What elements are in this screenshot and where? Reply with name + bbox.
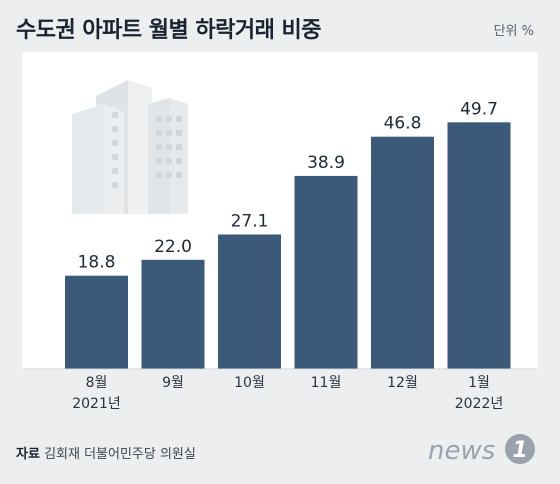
value-label-1: 18.8 <box>78 253 116 273</box>
value-label-5: 46.8 <box>384 114 422 134</box>
x-year-label-1: 2021년 <box>72 396 121 412</box>
x-tick-label-3: 10월 <box>234 375 265 391</box>
logo-mark: 1 <box>512 438 527 463</box>
x-tick-label-4: 11월 <box>311 375 342 391</box>
value-labels-group: 18.8 22.0 27.1 38.9 46.8 49.7 <box>78 99 498 272</box>
value-label-6: 49.7 <box>460 99 498 119</box>
logo-circle-icon <box>505 434 535 464</box>
bar-4 <box>294 175 358 369</box>
page-title: 수도권 아파트 월별 하락거래 비중 <box>16 18 322 43</box>
unit-label: 단위 % <box>493 24 534 39</box>
bar-1 <box>65 275 128 369</box>
x-tick-label-5: 12월 <box>387 375 418 391</box>
bar-5 <box>371 136 434 369</box>
x-year-label-6: 2022년 <box>455 396 504 412</box>
x-labels-group: 8월 2021년 9월 10월 11월 12월 1월 2022년 <box>72 375 503 412</box>
bar-3 <box>218 234 281 369</box>
bars-group <box>65 122 511 369</box>
bar-2 <box>141 259 205 369</box>
x-tick-label-1: 8월 <box>86 375 108 391</box>
x-tick-label-2: 9월 <box>162 375 184 391</box>
value-label-2: 22.0 <box>154 237 192 257</box>
bar-6 <box>447 122 511 369</box>
value-label-4: 38.9 <box>307 153 345 173</box>
source-label: 자료 <box>16 447 40 462</box>
logo-wordmark: news <box>428 436 495 466</box>
news1-logo: news 1 <box>428 434 535 466</box>
bar-chart: 18.8 22.0 27.1 38.9 46.8 49.7 8월 2021년 9월 10월 11월… <box>22 80 538 412</box>
x-tick-label-6: 1월 <box>468 375 490 391</box>
buildings-illustration <box>72 80 188 214</box>
source-note: 자료 김회재 더불어민주당 의원실 <box>16 443 196 462</box>
source-text: 김회재 더불어민주당 의원실 <box>44 447 196 462</box>
value-label-3: 27.1 <box>231 211 269 231</box>
